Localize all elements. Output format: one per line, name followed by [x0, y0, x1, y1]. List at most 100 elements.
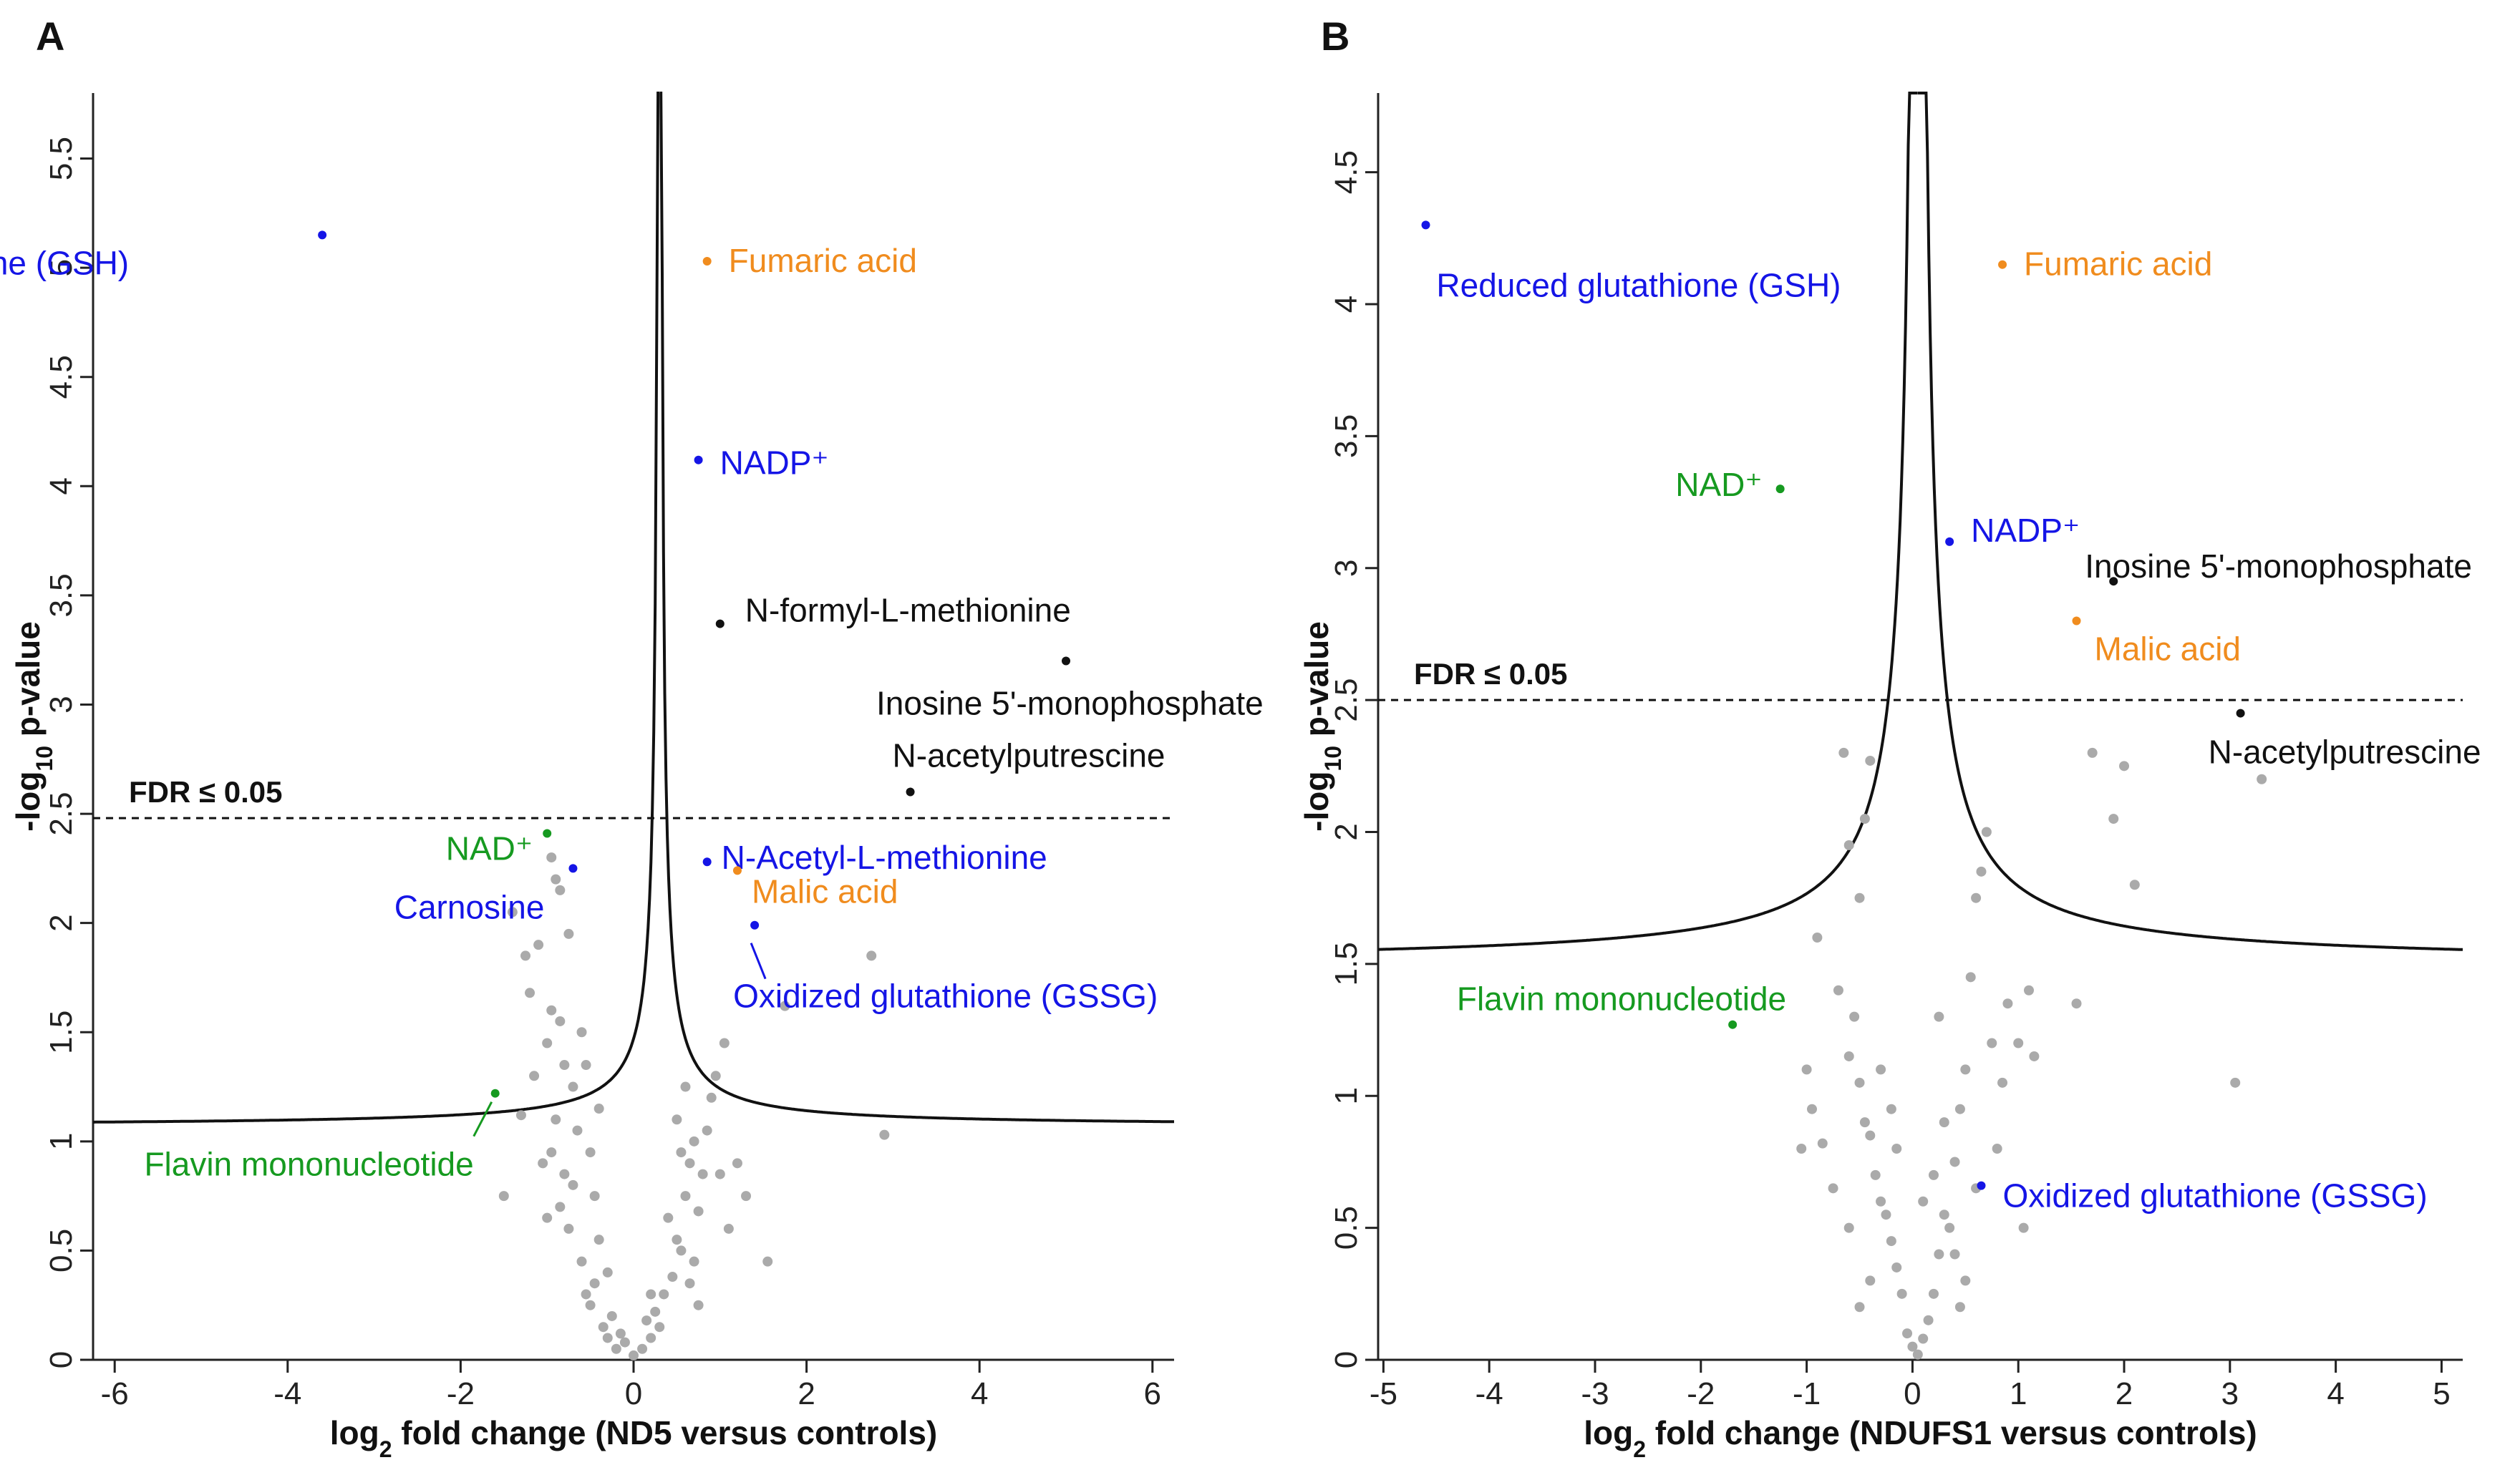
- grey-data-point: [555, 885, 566, 895]
- highlighted-data-point: [732, 866, 742, 875]
- point-label: Inosine 5'-monophosphate: [2085, 548, 2472, 585]
- highlighted-data-point: [906, 787, 915, 797]
- label-leader-line: [750, 943, 767, 980]
- grey-data-point: [619, 1337, 630, 1348]
- grey-data-point: [1817, 1138, 1828, 1149]
- point-label: Flavin mononucleotide: [144, 1146, 473, 1183]
- x-axis-title: log2 fold change (NDUFS1 versus controls…: [1584, 1414, 2257, 1460]
- highlighted-data-point: [694, 455, 703, 464]
- point-label: Reduced glutathione (GSH): [1436, 266, 1841, 303]
- grey-data-point: [1981, 827, 1992, 837]
- grey-data-point: [1954, 1302, 1965, 1313]
- grey-data-point: [1865, 1275, 1876, 1286]
- grey-data-point: [879, 1129, 890, 1140]
- x-axis-title: log2 fold change (ND5 versus controls): [330, 1414, 937, 1460]
- point-label: N-acetylputrescine: [2209, 734, 2481, 771]
- grey-data-point: [684, 1278, 695, 1289]
- x-tick-label: 4: [2327, 1376, 2344, 1411]
- grey-data-point: [555, 1016, 566, 1026]
- grey-data-point: [1881, 1210, 1891, 1220]
- grey-data-point: [542, 1212, 553, 1223]
- grey-data-point: [1965, 972, 1976, 983]
- grey-data-point: [659, 1289, 669, 1300]
- grey-data-point: [680, 1081, 691, 1092]
- grey-data-point: [706, 1092, 717, 1103]
- grey-data-point: [702, 1125, 712, 1136]
- grey-data-point: [1902, 1328, 1913, 1339]
- grey-data-point: [529, 1071, 540, 1081]
- grey-data-point: [611, 1343, 621, 1354]
- grey-data-point: [576, 1027, 587, 1038]
- grey-data-point: [2024, 985, 2034, 996]
- grey-data-point: [641, 1315, 652, 1326]
- x-tick-label: 6: [1144, 1376, 1161, 1411]
- grey-data-point: [672, 1114, 682, 1125]
- grey-data-point: [2087, 747, 2098, 758]
- point-label: NAD⁺: [446, 830, 533, 867]
- grey-data-point: [1907, 1341, 1918, 1352]
- point-label: NAD⁺: [1675, 466, 1762, 503]
- grey-data-point: [1859, 814, 1870, 824]
- point-label: NADP⁺: [720, 444, 829, 482]
- grey-data-point: [654, 1322, 665, 1333]
- grey-data-point: [1923, 1315, 1934, 1325]
- y-tick-label: 1: [1329, 1087, 1364, 1104]
- x-tick-label: 0: [1904, 1376, 1921, 1411]
- grey-data-point: [732, 1158, 742, 1169]
- grey-data-point: [533, 940, 544, 950]
- grey-data-point: [1849, 1011, 1860, 1022]
- y-tick-label: 3: [1329, 560, 1364, 577]
- grey-data-point: [1976, 866, 1987, 877]
- y-tick-label: 0: [44, 1351, 79, 1368]
- highlighted-data-point: [2109, 577, 2118, 586]
- grey-data-point: [1876, 1064, 1886, 1075]
- grey-data-point: [559, 1060, 570, 1071]
- y-tick-label: 2.5: [44, 792, 79, 835]
- grey-data-point: [714, 1169, 725, 1179]
- highlighted-data-point: [2072, 616, 2081, 626]
- highlighted-data-point: [1728, 1020, 1738, 1029]
- y-axis-title-main: -log: [1298, 772, 1335, 832]
- grey-data-point: [1843, 1222, 1854, 1233]
- grey-data-point: [602, 1267, 613, 1278]
- significance-curve-left: [1378, 92, 1918, 951]
- grey-data-point: [689, 1256, 699, 1267]
- grey-data-point: [1896, 1288, 1907, 1299]
- grey-data-point: [1891, 1262, 1902, 1272]
- y-tick-label: 0: [1329, 1351, 1364, 1368]
- grey-data-point: [568, 1081, 578, 1092]
- grey-data-point: [2071, 998, 2082, 1009]
- grey-data-point: [1854, 892, 1865, 903]
- grey-data-point: [866, 950, 877, 961]
- grey-data-point: [1886, 1236, 1896, 1247]
- point-label: Malic acid: [752, 872, 898, 910]
- panel-b: B -5 -4 -3 -2 -1 0 1 2 3 4 5 0 0.5 1 1.5 2 2.5 3 3.5 4 4.5 log…: [1298, 14, 2481, 1460]
- grey-data-point: [1891, 1144, 1902, 1154]
- grey-data-point: [589, 1278, 600, 1289]
- y-tick-label: 2: [44, 914, 79, 931]
- y-tick-label: 3.5: [44, 573, 79, 617]
- grey-data-point: [693, 1206, 704, 1217]
- grey-data-point: [559, 1169, 570, 1179]
- grey-data-point: [507, 907, 518, 918]
- grey-data-point: [1876, 1196, 1886, 1207]
- grey-data-point: [1801, 1064, 1812, 1075]
- grey-data-point: [646, 1333, 656, 1343]
- x-tick-label: 1: [2010, 1376, 2027, 1411]
- significance-curve-left: [93, 92, 660, 1124]
- grey-data-point: [1960, 1275, 1971, 1286]
- grey-data-point: [1934, 1011, 1944, 1022]
- highlighted-data-point: [1775, 485, 1785, 494]
- grey-data-point: [589, 1191, 600, 1202]
- highlighted-data-point: [750, 920, 760, 930]
- grey-data-point: [1997, 1077, 2008, 1088]
- grey-data-point: [581, 1060, 591, 1071]
- x-axis-title-main: log: [1584, 1414, 1633, 1451]
- grey-data-point: [585, 1147, 596, 1158]
- grey-data-point: [1939, 1117, 1949, 1128]
- highlighted-data-point: [702, 256, 712, 266]
- x-tick-label: 4: [971, 1376, 988, 1411]
- significance-curve-right: [659, 92, 1174, 1124]
- grey-data-point: [572, 1125, 583, 1136]
- grey-data-point: [680, 1191, 691, 1202]
